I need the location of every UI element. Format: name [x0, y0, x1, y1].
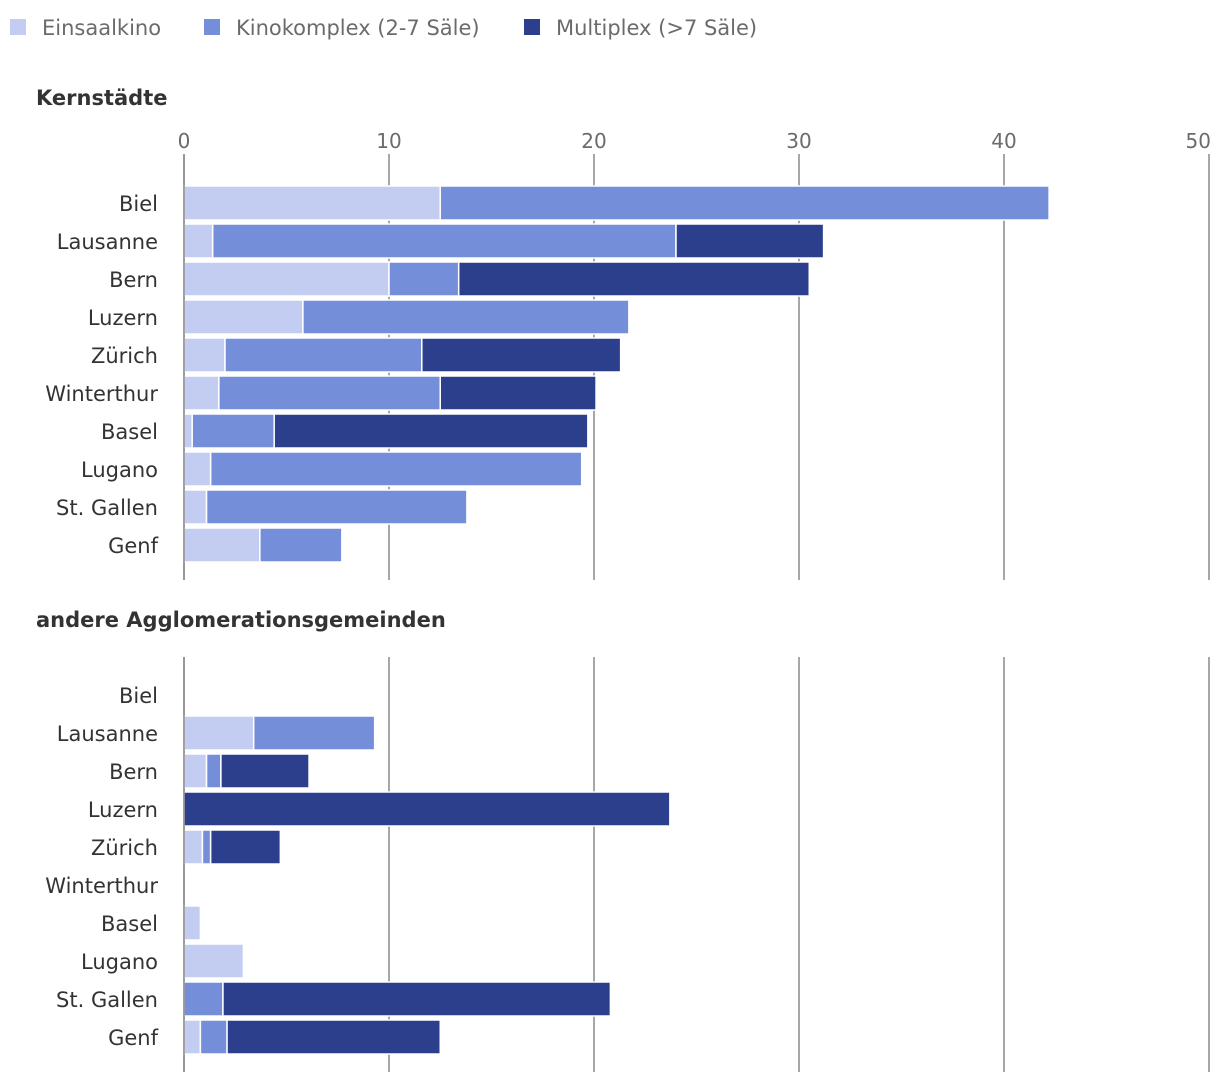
bar-segment-winterthur-1	[218, 375, 441, 411]
bar-segment-basel-0	[183, 413, 193, 449]
category-label: Winterthur	[45, 874, 158, 898]
category-label: Genf	[108, 1026, 159, 1050]
category-label: Luzern	[88, 306, 158, 330]
bar-segment-lausanne-1	[252, 715, 376, 751]
panel-title: Kernstädte	[36, 86, 167, 110]
category-label: Lugano	[81, 458, 158, 482]
bar-segment-genf-0	[183, 1019, 202, 1055]
category-label: Genf	[108, 534, 159, 558]
bar-segment-winterthur-0	[183, 375, 220, 411]
x-tick-label: 40	[991, 129, 1016, 153]
bar-segment-lausanne-0	[183, 223, 214, 259]
x-tick-label: 10	[376, 129, 401, 153]
legend-label-2: Multiplex (>7 Säle)	[556, 16, 757, 40]
legend: Einsaalkino Kinokomplex (2-7 Säle) Multipl…	[10, 16, 757, 40]
x-tick-label: 30	[786, 129, 811, 153]
bar-segment-biel-1	[439, 185, 1050, 221]
bar-segment-basel-0	[183, 905, 202, 941]
panel-title: andere Agglomerationsgemeinden	[36, 608, 446, 632]
bar-segment-bern-2	[220, 753, 310, 789]
category-label: Basel	[101, 420, 158, 444]
category-label: Biel	[119, 684, 158, 708]
chart-panels: Kernstädte 0 10 20 30 40 50 Biel Lausanne Bern Luz…	[36, 86, 1211, 1072]
category-label: St. Gallen	[56, 988, 158, 1012]
category-label: Bern	[109, 268, 158, 292]
bar-segment-zürich-0	[183, 829, 204, 865]
bar-segment-zürich-1	[224, 337, 423, 373]
bar-segment-st-gallen-1	[183, 981, 224, 1017]
bar-segment-bern-1	[388, 261, 460, 297]
category-label: Basel	[101, 912, 158, 936]
bar-segment-luzern-1	[302, 299, 630, 335]
bar-segment-st-gallen-2	[222, 981, 612, 1017]
legend-swatch-2	[524, 19, 540, 35]
bar-segment-st-gallen-0	[183, 489, 208, 525]
bar-segment-basel-1	[191, 413, 275, 449]
category-label: Lugano	[81, 950, 158, 974]
bar-segment-lugano-0	[183, 451, 212, 487]
bar-segment-genf-2	[226, 1019, 441, 1055]
x-tick-label: 20	[581, 129, 606, 153]
bar-segment-lausanne-1	[211, 223, 677, 259]
bar-segment-genf-0	[183, 527, 261, 563]
panel-0: Kernstädte 0 10 20 30 40 50 Biel Lausanne Bern Luz…	[36, 86, 1211, 580]
legend-label-0: Einsaalkino	[42, 16, 161, 40]
category-label: Zürich	[91, 836, 158, 860]
category-label: Zürich	[91, 344, 158, 368]
category-label: Lausanne	[57, 722, 158, 746]
bar-segment-zürich-2	[421, 337, 622, 373]
bar-segment-st-gallen-1	[205, 489, 468, 525]
x-tick-label: 50	[1186, 129, 1211, 153]
legend-swatch-0	[10, 19, 26, 35]
panel-1: andere Agglomerationsgemeinden Biel Lausan…	[36, 608, 1210, 1072]
category-label: Winterthur	[45, 382, 158, 406]
bar-segment-genf-1	[199, 1019, 228, 1055]
category-label: Bern	[109, 760, 158, 784]
bar-segment-zürich-2	[209, 829, 282, 865]
bar-segment-bern-0	[183, 753, 208, 789]
bar-segment-biel-0	[183, 185, 441, 221]
x-tick-label: 0	[178, 129, 191, 153]
category-label: Biel	[119, 192, 158, 216]
bar-segment-bern-0	[183, 261, 390, 297]
legend-label-1: Kinokomplex (2-7 Säle)	[236, 16, 480, 40]
category-label: Lausanne	[57, 230, 158, 254]
bar-segment-bern-2	[457, 261, 810, 297]
category-label: St. Gallen	[56, 496, 158, 520]
bar-segment-zürich-1	[201, 829, 212, 865]
legend-swatch-1	[204, 19, 220, 35]
bar-segment-luzern-0	[183, 299, 304, 335]
bar-segment-lausanne-0	[183, 715, 255, 751]
bar-segment-bern-1	[205, 753, 222, 789]
bar-segment-zürich-0	[183, 337, 226, 373]
bar-segment-lugano-1	[209, 451, 583, 487]
bar-segment-lugano-0	[183, 943, 245, 979]
bar-segment-genf-1	[259, 527, 343, 563]
bar-segment-luzern-2	[183, 791, 671, 827]
bar-segment-lausanne-2	[675, 223, 825, 259]
bar-segment-winterthur-2	[439, 375, 597, 411]
bar-segment-basel-2	[273, 413, 589, 449]
category-label: Luzern	[88, 798, 158, 822]
